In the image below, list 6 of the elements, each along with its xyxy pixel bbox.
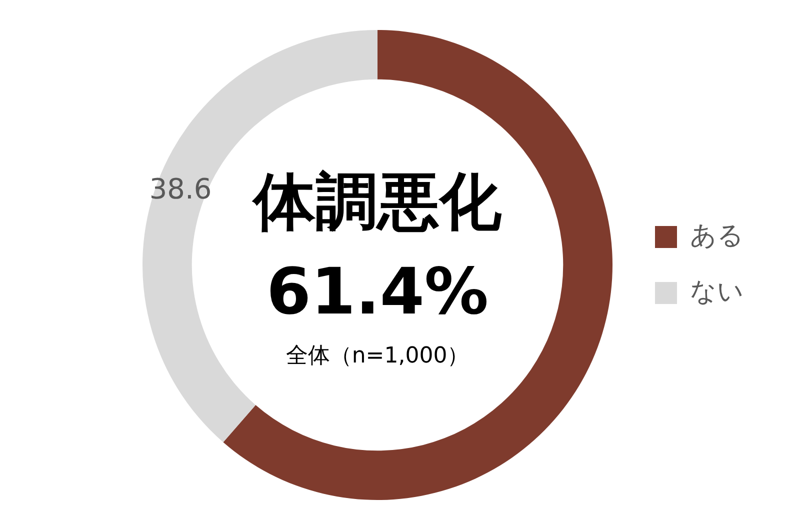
text: 61.4% xyxy=(266,256,489,330)
data-label: 38.6 xyxy=(149,172,212,206)
legend-label: ない xyxy=(690,276,744,307)
legend-label: ある xyxy=(690,220,744,251)
text: 全体（n=1,000） xyxy=(286,344,470,369)
text: 体調悪化 xyxy=(252,165,502,238)
